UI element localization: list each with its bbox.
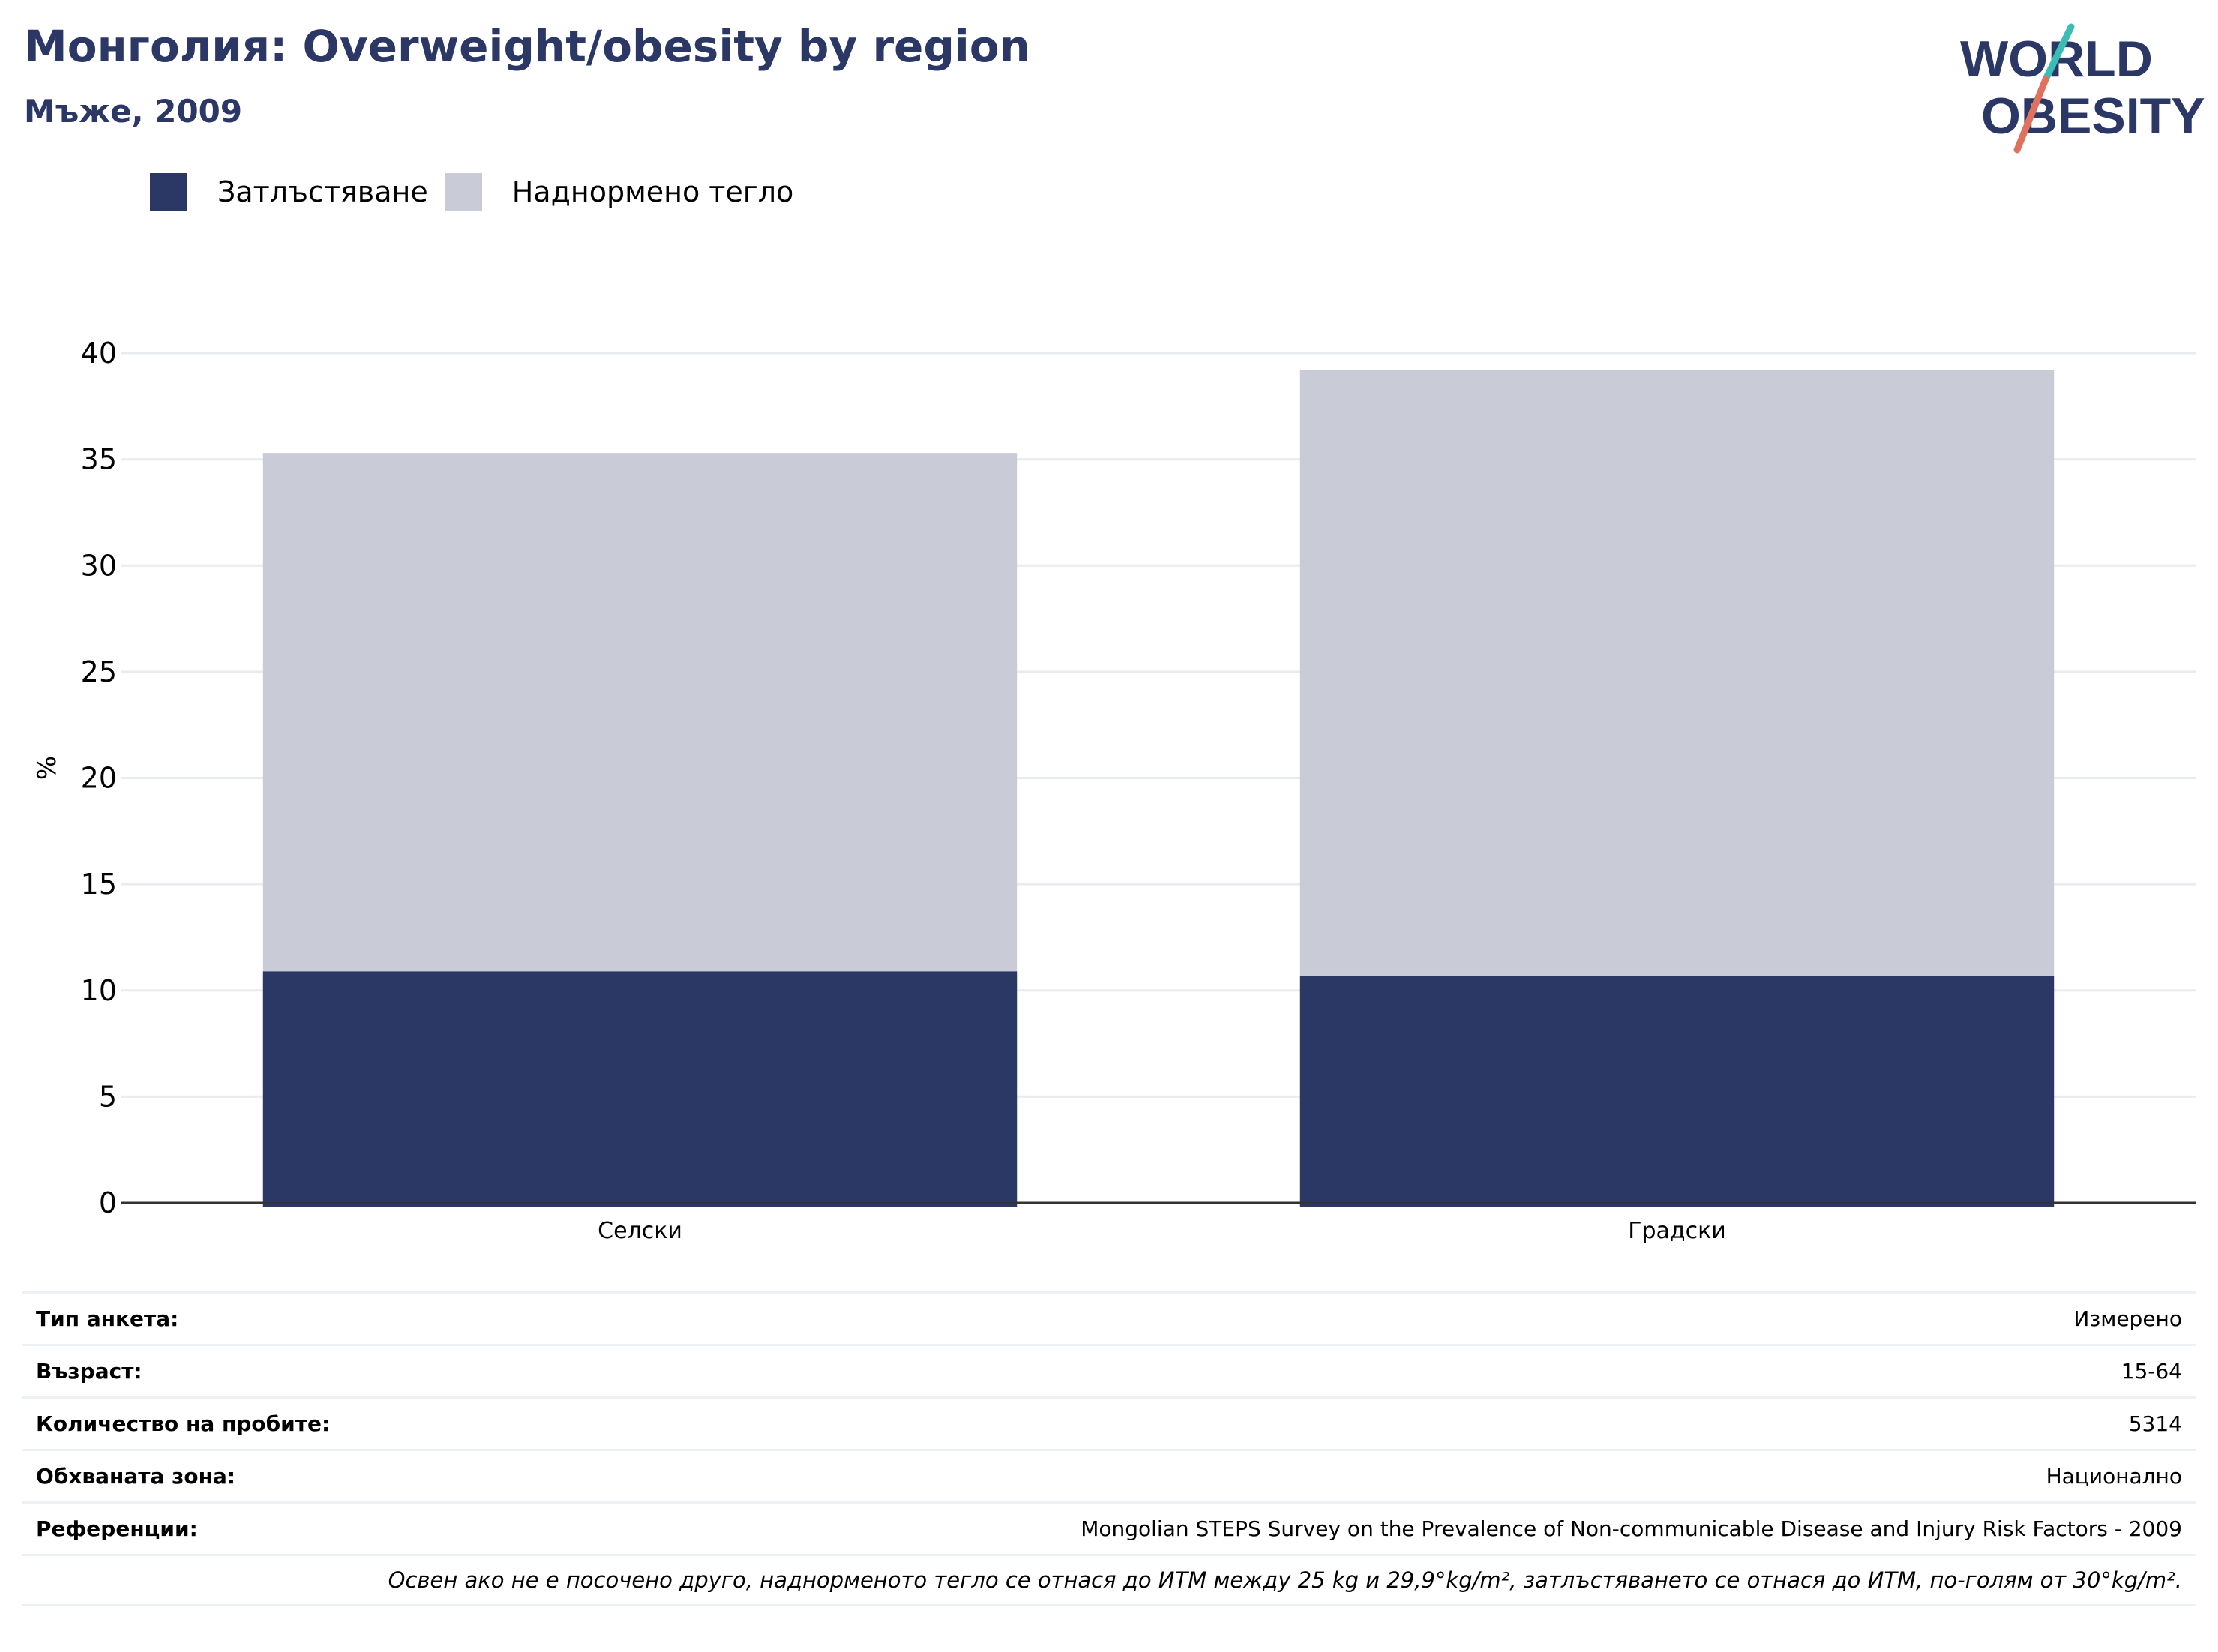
legend-item-overweight: Наднормено тегло [444, 173, 794, 211]
y-tick-label: 25 [81, 655, 117, 688]
chart-legend: Затлъстяване Наднормено тегло [150, 172, 810, 211]
x-tick-label: Селски [598, 1218, 682, 1244]
y-tick-label: 40 [81, 337, 117, 370]
info-value: 15-64 [2121, 1359, 2182, 1384]
info-value: Mongolian STEPS Survey on the Prevalence… [1081, 1516, 2182, 1541]
y-tick-label: 30 [81, 549, 117, 582]
y-tick-label: 20 [81, 762, 117, 795]
footnote-text: Освен ако не е посочено друго, наднормен… [388, 1567, 2182, 1593]
bar-obesity [1299, 975, 2055, 1207]
survey-info-table: Тип анкета: Измерено Възраст: 15-64 Коли… [22, 1291, 2196, 1606]
info-label: Възраст: [36, 1359, 142, 1384]
legend-item-obesity: Затлъстяване [150, 173, 428, 211]
bar-overweight [1299, 370, 2055, 976]
info-value: Измерено [2073, 1306, 2182, 1331]
bar-obesity [262, 971, 1018, 1207]
x-tick-label: Градски [1628, 1218, 1726, 1244]
world-obesity-logo: WORLD OBESITY [1960, 23, 2205, 154]
info-value: 5314 [2128, 1411, 2182, 1436]
chart-title: Монголия: Overweight/obesity by region [24, 21, 1030, 72]
y-tick-label: 35 [81, 443, 117, 476]
legend-swatch-obesity [150, 173, 187, 211]
info-label: Тип анкета: [36, 1306, 179, 1331]
bar-overweight [262, 453, 1018, 972]
info-label: Обхваната зона: [36, 1464, 236, 1489]
y-tick-label: 15 [81, 868, 117, 901]
legend-swatch-overweight [444, 173, 482, 211]
info-row-references: Референции: Mongolian STEPS Survey on th… [22, 1501, 2196, 1554]
info-row-age: Възраст: 15-64 [22, 1344, 2196, 1396]
info-row-survey-type: Тип анкета: Измерено [22, 1291, 2196, 1344]
info-row-footnote: Освен ако не е посочено друго, наднормен… [22, 1554, 2196, 1606]
legend-label-obesity: Затлъстяване [217, 175, 428, 208]
y-axis-label: % [32, 756, 62, 780]
y-tick-label: 0 [99, 1186, 117, 1219]
y-tick-label: 5 [99, 1080, 117, 1113]
svg-text:OBESITY: OBESITY [1981, 88, 2205, 145]
bar-chart: 0 5 10 15 20 25 30 35 40% Селски Градски [32, 337, 2196, 1244]
y-tick-label: 10 [81, 974, 117, 1007]
info-label: Количество на пробите: [36, 1411, 331, 1436]
chart-subtitle: Мъже, 2009 [24, 93, 243, 130]
info-value: Национално [2046, 1464, 2182, 1489]
legend-label-overweight: Наднормено тегло [511, 175, 794, 208]
info-label: Референции: [36, 1516, 198, 1541]
info-row-sample-size: Количество на пробите: 5314 [22, 1396, 2196, 1449]
info-row-coverage: Обхваната зона: Национално [22, 1449, 2196, 1501]
